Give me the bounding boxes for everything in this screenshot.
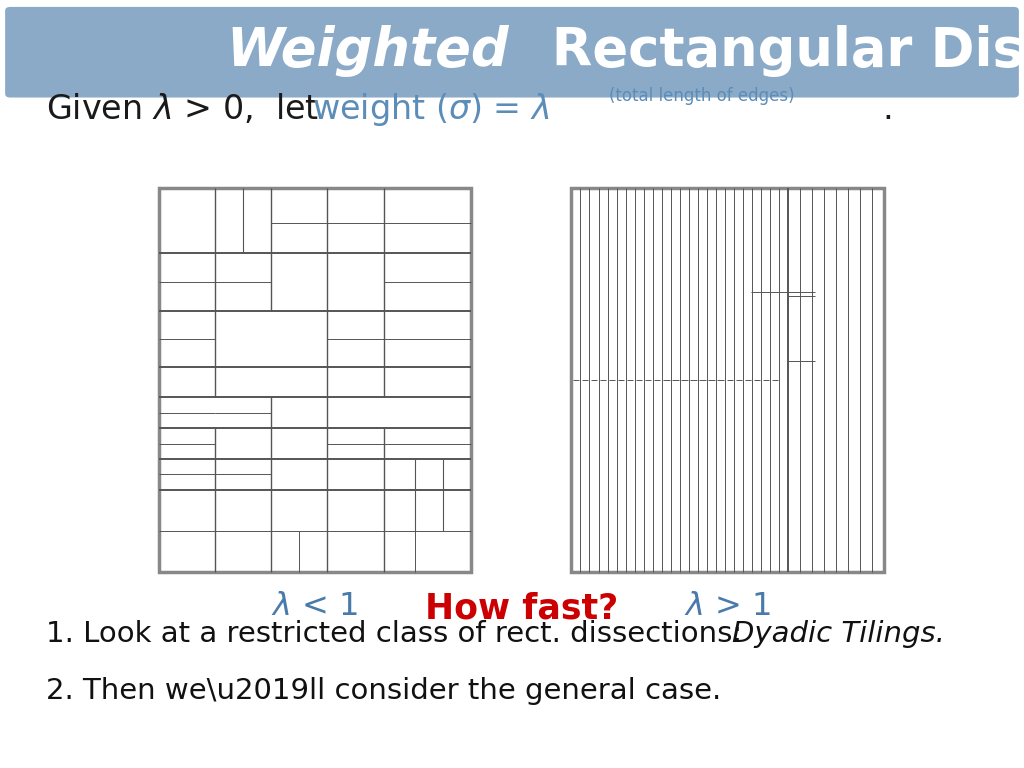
Text: Given $\lambda$ > 0,  let: Given $\lambda$ > 0, let: [46, 92, 319, 126]
Text: $\lambda$ > 1: $\lambda$ > 1: [684, 591, 771, 622]
Text: .: .: [883, 93, 893, 126]
Text: 1. Look at a restricted class of rect. dissections:: 1. Look at a restricted class of rect. d…: [46, 620, 752, 647]
Text: $\lambda$ < 1: $\lambda$ < 1: [271, 591, 358, 622]
Text: Weighted: Weighted: [226, 25, 509, 78]
Text: Rectangular Dissections: Rectangular Dissections: [515, 25, 1024, 78]
Text: weight $(\sigma)$ = $\lambda$: weight $(\sigma)$ = $\lambda$: [312, 91, 550, 128]
Text: Dyadic Tilings.: Dyadic Tilings.: [732, 620, 945, 647]
Bar: [571, 188, 884, 572]
FancyBboxPatch shape: [5, 7, 1019, 98]
Text: How fast?: How fast?: [425, 591, 617, 625]
Text: 2. Then we\u2019ll consider the general case.: 2. Then we\u2019ll consider the general …: [46, 677, 721, 705]
Bar: [159, 188, 471, 572]
Text: (total length of edges): (total length of edges): [609, 88, 795, 105]
